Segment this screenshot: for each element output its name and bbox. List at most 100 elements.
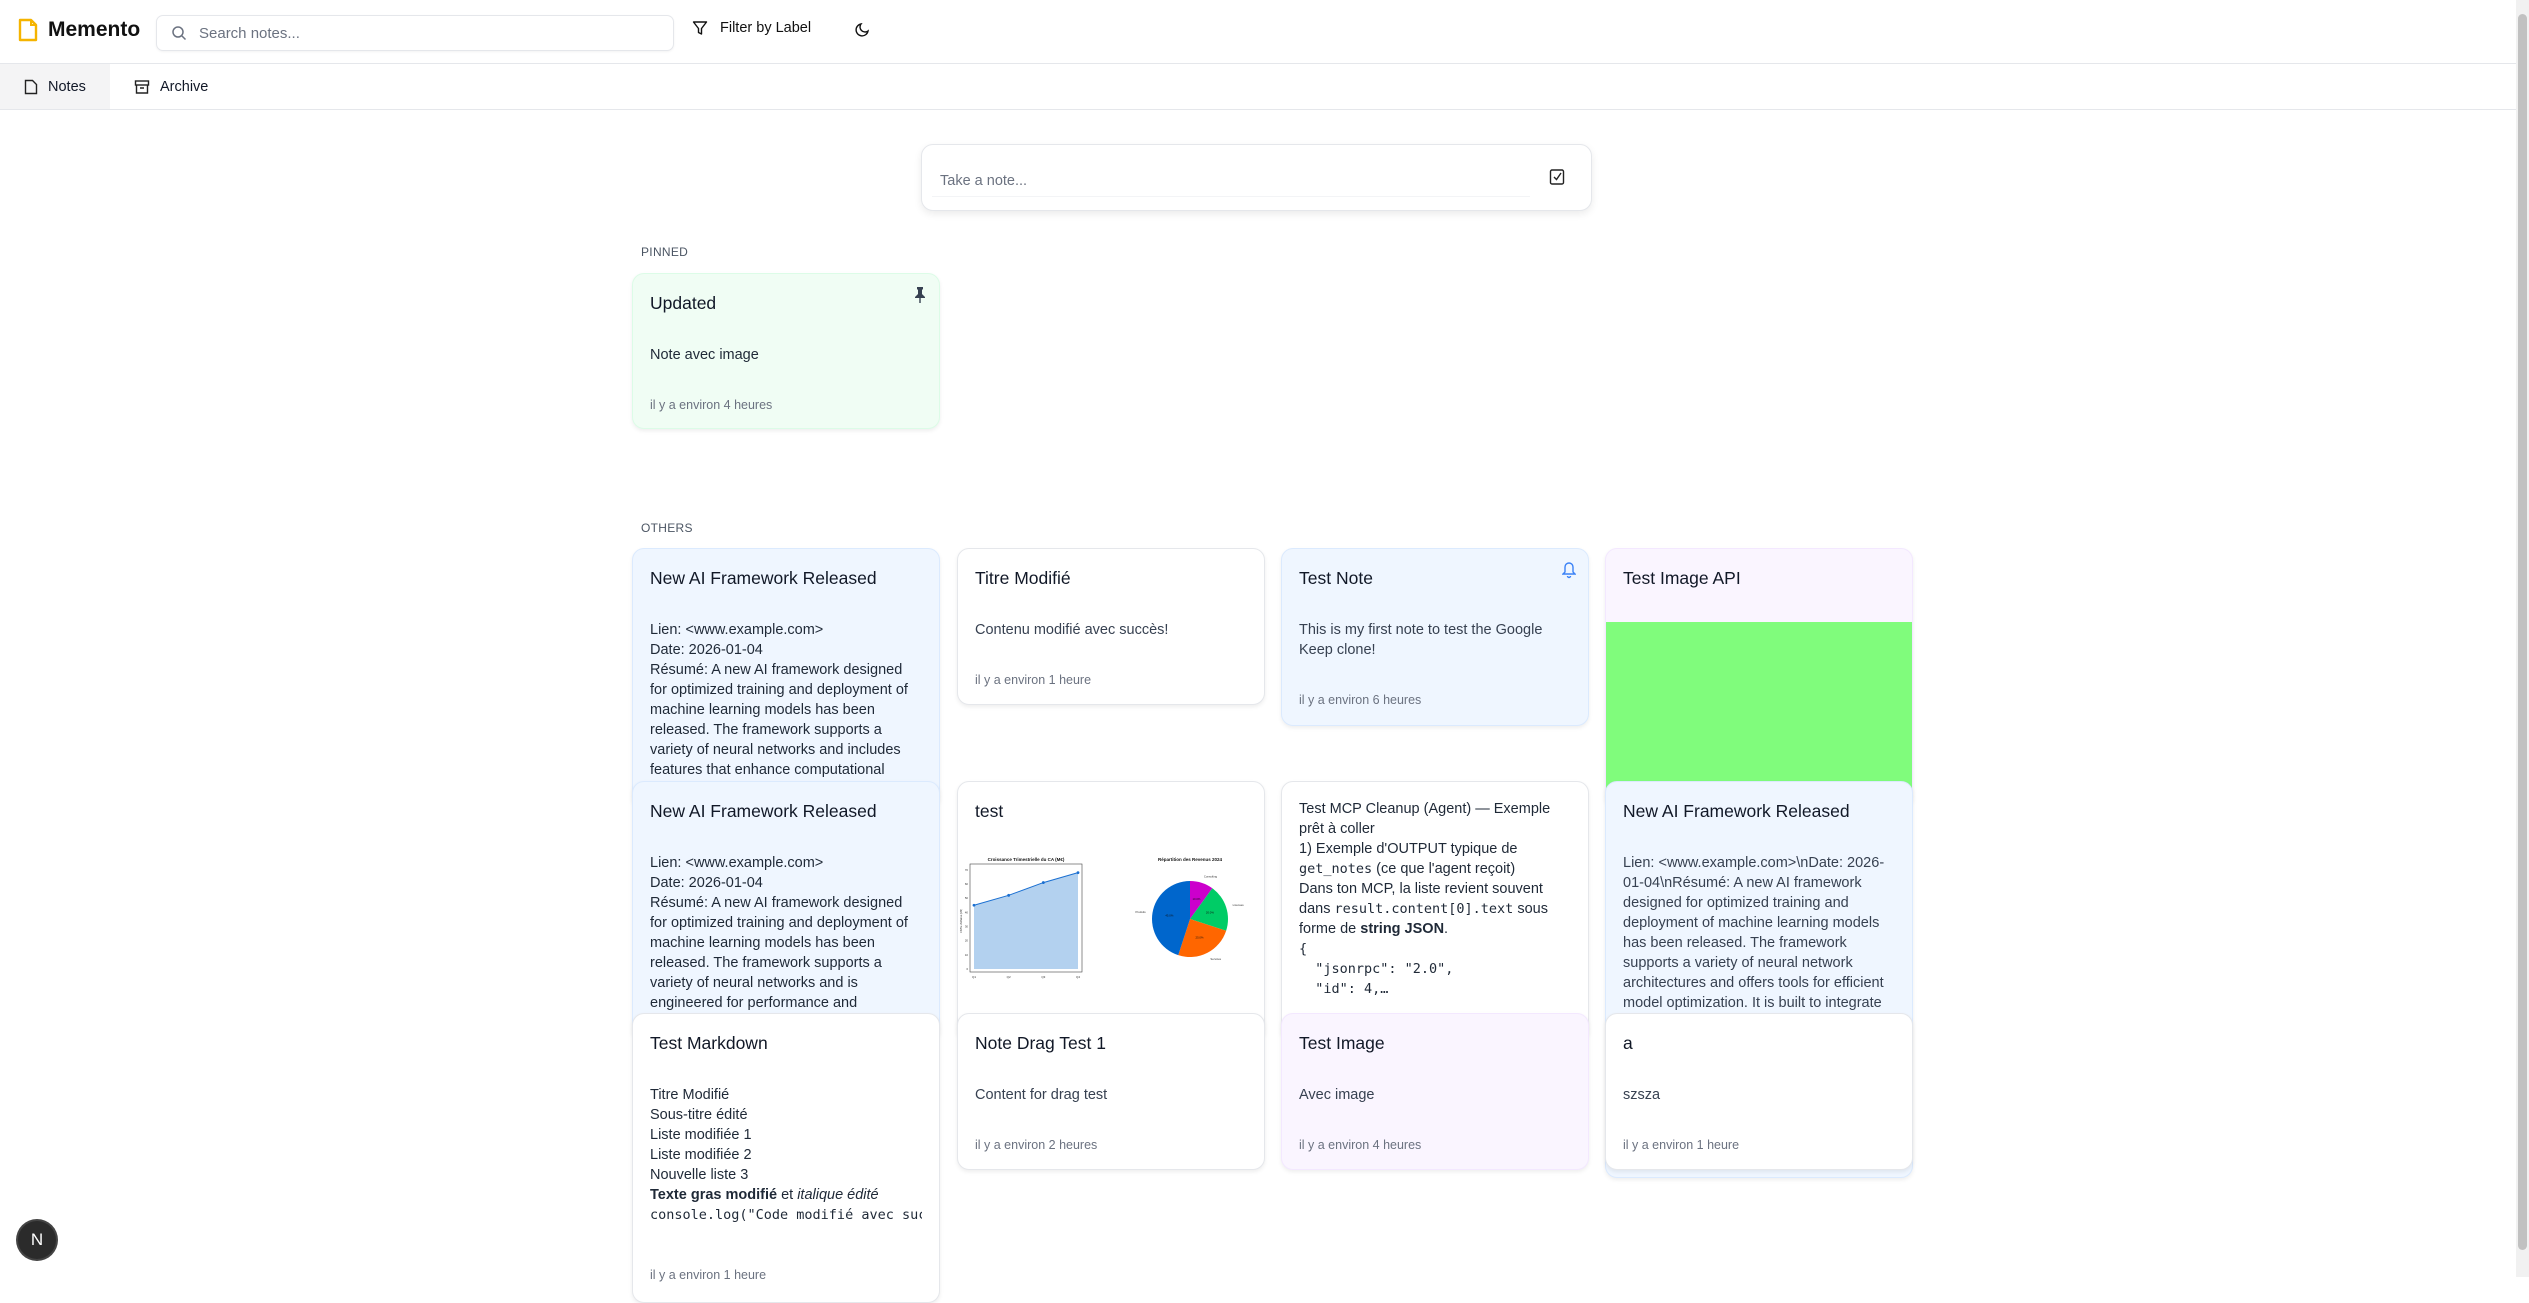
note-title: Test Markdown — [650, 1033, 768, 1053]
filter-icon — [692, 21, 708, 35]
chart-line — [973, 872, 1079, 906]
y-tick-label: 0 — [966, 967, 968, 971]
note-body: This is my first note to test the Google… — [1299, 622, 1543, 658]
search-icon — [172, 26, 187, 41]
note-card[interactable]: a szsza il y a environ 1 heure — [1605, 1013, 1913, 1170]
note-title: Test Note — [1299, 568, 1373, 588]
code-line: { — [1299, 941, 1308, 957]
x-tick-label: Q3 — [1041, 975, 1045, 979]
pie-pct-label: 25.0% — [1196, 936, 1204, 940]
search-input[interactable] — [199, 24, 639, 42]
note-card[interactable]: Test Markdown Titre Modifié Sous-titre é… — [632, 1013, 940, 1303]
note-card[interactable]: New AI Framework Released Lien: <www.exa… — [632, 781, 940, 1041]
note-title: Note Drag Test 1 — [975, 1033, 1106, 1053]
vertical-scrollbar[interactable] — [2516, 0, 2529, 1277]
search-box[interactable] — [156, 15, 674, 51]
y-tick-label: 50 — [965, 896, 969, 900]
filter-label: Filter by Label — [720, 20, 812, 36]
bell-icon[interactable] — [1562, 561, 1576, 579]
markdown-code: console.log("Code modifié avec succès") — [650, 1207, 922, 1223]
bold-text: string JSON — [1360, 921, 1445, 937]
pie-slice — [1178, 919, 1227, 957]
markdown-list-item: Liste modifiée 2 — [650, 1147, 752, 1163]
note-card[interactable]: Note Drag Test 1 Content for drag test i… — [957, 1013, 1265, 1170]
note-card[interactable]: Test MCP Cleanup (Agent) — Exemple prêt … — [1281, 781, 1589, 1041]
x-tick-label: Q1 — [972, 975, 976, 979]
take-note-composer[interactable] — [921, 144, 1592, 211]
note-logo-icon — [18, 18, 38, 42]
note-card[interactable]: Titre Modifié Contenu modifié avec succè… — [957, 548, 1265, 705]
filter-by-label-button[interactable]: Filter by Label — [692, 20, 811, 36]
y-tick-label: 10 — [965, 953, 969, 957]
pie-pct-label: 10.0% — [1192, 897, 1200, 901]
app-logo[interactable]: Memento — [18, 18, 140, 42]
markdown-formatted-line: Texte gras modifié et italique édité — [650, 1185, 922, 1205]
dev-tools-badge[interactable]: N — [18, 1221, 56, 1259]
bold-text: Texte gras modifié — [650, 1187, 778, 1203]
pie-slice — [1190, 888, 1228, 931]
note-timestamp: il y a environ 2 heures — [975, 1138, 1098, 1152]
note-timestamp: il y a environ 4 heures — [650, 398, 773, 412]
tab-archive[interactable]: Archive — [110, 64, 232, 109]
text: (ce que l'agent reçoit) — [1372, 861, 1516, 877]
pie-pct-label: 45.0% — [1165, 914, 1173, 918]
y-tick-label: 30 — [965, 925, 969, 929]
note-title: Test Image API — [1623, 568, 1741, 588]
scrollbar-thumb[interactable] — [2518, 14, 2527, 1250]
note-body-line: Date: 2026-01-04 — [650, 875, 763, 891]
note-body-line: Lien: <www.example.com> — [650, 622, 824, 638]
note-body-line: 1) Exemple d'OUTPUT typique de — [1299, 841, 1518, 857]
note-image — [1606, 622, 1912, 807]
x-tick-label: Q4 — [1076, 975, 1080, 979]
chart-area — [974, 872, 1078, 969]
markdown-list-item: Nouvelle liste 3 — [650, 1167, 749, 1183]
text: et — [777, 1187, 798, 1203]
text: forme de — [1299, 921, 1361, 937]
tab-label: Notes — [48, 78, 86, 95]
pin-icon[interactable] — [913, 286, 927, 304]
note-body-line: Date: 2026-01-04 — [650, 642, 763, 658]
note-card[interactable]: Updated Note avec image il y a environ 4… — [632, 273, 940, 429]
checkbox-icon[interactable] — [1549, 168, 1565, 186]
note-title: New AI Framework Released — [1623, 801, 1850, 821]
note-title: test — [975, 801, 1004, 821]
inline-code: result.content[0].text — [1334, 901, 1514, 917]
pie-title: Répartition des Revenus 2024 — [1158, 857, 1223, 862]
markdown-subheading: Sous-titre édité — [650, 1107, 748, 1123]
markdown-heading: Titre Modifié — [650, 1087, 730, 1103]
y-tick-label: 70 — [965, 868, 969, 872]
app-header: Memento Filter by Label — [0, 0, 2516, 64]
chart-title: Croissance Trimestrielle du CA (M€) — [988, 857, 1065, 862]
note-body: Content for drag test — [975, 1087, 1108, 1103]
pie-label: Licenses — [1233, 903, 1245, 907]
pie-slice — [1152, 881, 1190, 956]
note-body-line: Test MCP Cleanup (Agent) — Exemple prêt … — [1299, 801, 1551, 837]
y-tick-label: 40 — [965, 910, 969, 914]
text: . — [1444, 921, 1449, 937]
theme-toggle-button[interactable] — [852, 22, 870, 45]
note-body: szsza — [1623, 1087, 1661, 1103]
markdown-list-item: Liste modifiée 1 — [650, 1127, 752, 1143]
note-title: New AI Framework Released — [650, 801, 877, 821]
note-timestamp: il y a environ 6 heures — [1299, 693, 1422, 707]
app-title: Memento — [48, 18, 141, 41]
chart-point — [972, 903, 976, 907]
code-line: "id": 4,… — [1299, 981, 1389, 997]
note-title: Test Image — [1299, 1033, 1385, 1053]
note-title: Titre Modifié — [975, 568, 1071, 588]
tab-notes[interactable]: Notes — [0, 64, 110, 109]
tab-bar: Notes Archive — [0, 64, 2516, 110]
note-card[interactable]: Test Note This is my first note to test … — [1281, 548, 1589, 726]
note-card[interactable]: test Croissance Trimestrielle du CA (M€)… — [957, 781, 1265, 1041]
note-card[interactable]: Test Image API — [1605, 548, 1913, 808]
note-title: New AI Framework Released — [650, 568, 877, 588]
note-body-line: Lien: <www.example.com> — [650, 855, 824, 871]
text: sous — [1513, 901, 1548, 917]
note-body: Note avec image — [650, 347, 759, 363]
section-others-label: OTHERS — [641, 521, 693, 535]
take-note-input[interactable] — [932, 165, 1530, 197]
note-card[interactable]: Test Image Avec image il y a environ 4 h… — [1281, 1013, 1589, 1170]
note-timestamp: il y a environ 4 heures — [1299, 1138, 1422, 1152]
section-pinned-label: PINNED — [641, 245, 689, 259]
note-card[interactable]: New AI Framework Released Lien: <www.exa… — [632, 548, 940, 808]
